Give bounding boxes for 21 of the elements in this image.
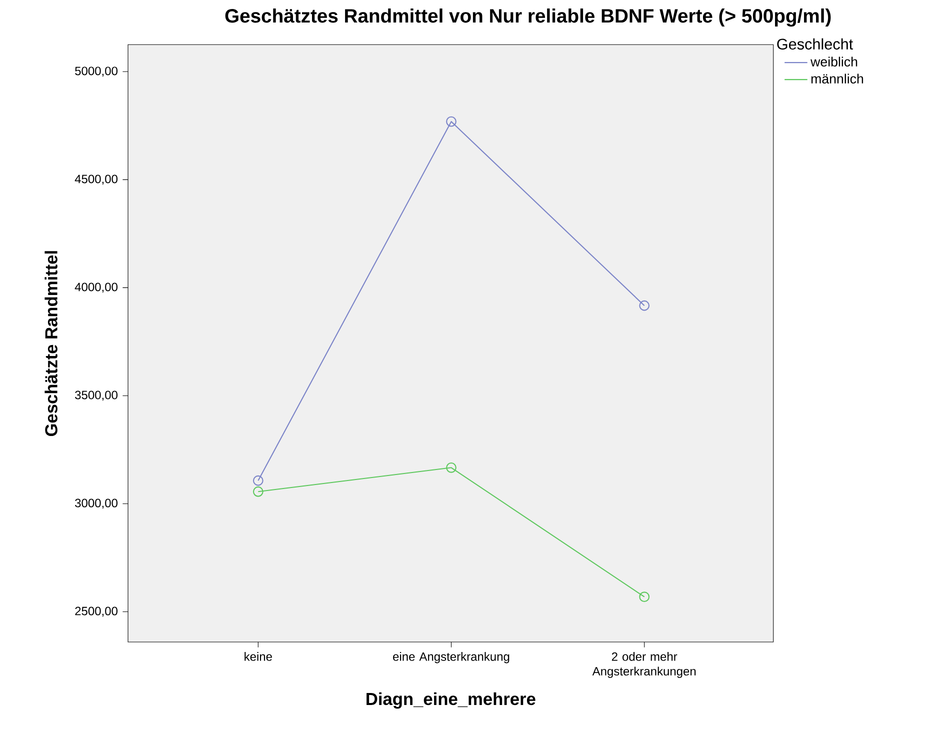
- y-tick-label: 4000,00: [74, 282, 118, 292]
- legend-label: männlich: [811, 74, 864, 84]
- point: [639, 591, 650, 602]
- point: [252, 486, 264, 497]
- y-tick-label: 5000,00: [75, 66, 118, 76]
- chart-title: Geschätztes Randmittel von Nur reliable BDNF Werte (> 500pg/ml): [225, 8, 831, 26]
- legend-label: weiblich: [810, 56, 858, 66]
- y-axis-title: Geschätzte Randmittel: [44, 250, 58, 436]
- x-tick-label: keine: [244, 652, 272, 661]
- point: [252, 475, 264, 486]
- x-tick-label: eine Angsterkrankung: [393, 652, 510, 664]
- y-tick-label: 4500,00: [74, 174, 118, 184]
- y-tick-label: 3000,00: [75, 498, 118, 509]
- point: [639, 300, 650, 311]
- y-tick-label: 3500,00: [75, 390, 118, 401]
- point: [446, 462, 456, 473]
- x-axis-title: Diagn_eine_mehrere: [366, 692, 536, 708]
- legend-title: Geschlecht: [777, 38, 853, 50]
- x-tick-label: 2 oder mehr Angsterkrankungen: [592, 652, 696, 678]
- y-tick-label: 2500,00: [75, 606, 118, 617]
- point: [446, 116, 456, 127]
